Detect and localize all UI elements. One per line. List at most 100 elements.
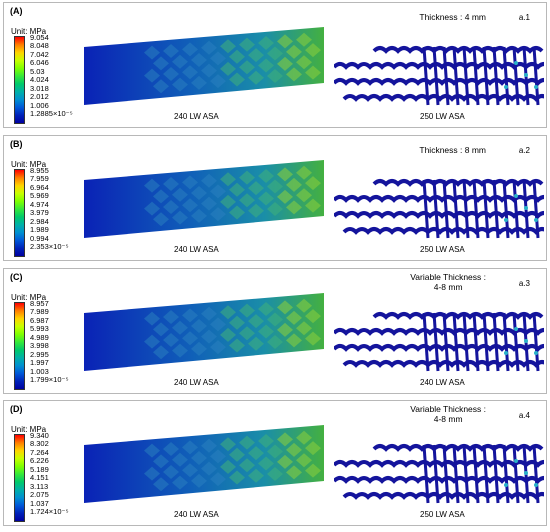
lattice-cell-shade [248,314,264,329]
lattice-cell-shade [210,472,226,487]
lattice-cell-shade [267,335,283,350]
lattice-cell-shade [182,331,198,346]
legend-value: 6.964 [30,182,49,192]
lattice-cell-shade [153,56,169,71]
lattice-cell-shade [277,34,293,49]
legend-value: 6.046 [30,58,49,68]
lattice-strut-vertical [442,312,450,372]
lattice-cell-shade [191,473,207,488]
lattice-strut-row [332,328,550,336]
lattice-cell-shade [296,188,312,203]
lattice-cell-shade [286,177,302,192]
lattice-cell-shade [201,63,217,78]
lattice-cell-shade [296,453,312,468]
lattice-cell-shade [267,444,283,459]
legend-value: 7.989 [30,307,49,317]
legend-values: 8.955 7.959 6.964 5.969 4.974 3.979 2.984 1.989… [30,166,69,252]
lattice-cell-shade [248,446,264,461]
lattice-cell-shade [191,53,207,68]
lattice-cell-shade [267,312,283,327]
lattice-stress-spot [514,61,518,65]
color-legend-bar [14,434,25,522]
legend-values: 8.957 7.989 6.987 5.993 4.989 3.998 2.995 1.997… [30,299,69,385]
lattice-cell-shade [286,200,302,215]
legend-value: 2.012 [30,92,49,102]
lattice-cell-shade [258,35,274,50]
lattice-cell-shade [258,456,274,471]
lattice-strut-vertical [482,179,490,239]
legend-value: 4.151 [30,473,49,483]
lattice-strut-row [342,94,550,102]
lattice-cell-shade [163,464,179,479]
lattice-cell-shade [210,74,226,89]
beam-stress-contour [82,423,327,509]
caption-right: 250 LW ASA [420,510,465,519]
lattice-image [332,179,550,239]
lattice-image [332,46,550,106]
lattice-strut-vertical [492,312,500,372]
lattice-cell-shade [248,70,264,85]
lattice-stress-spot [514,327,518,331]
lattice-strut-vertical [492,179,500,239]
lattice-cell-shade [172,343,188,358]
lattice-cell-shade [296,430,312,445]
legend-value: 1.724×10⁻⁵ [30,507,69,517]
legend-value: 7.264 [30,447,49,457]
lattice-strut-vertical [472,312,480,372]
lattice-cell-shade [305,65,321,80]
thickness-label: Variable Thickness :4-8 mm [410,404,486,424]
lattice-cell-shade [248,203,264,218]
lattice-strut-vertical [452,46,460,106]
legend-value: 1.989 [30,225,49,235]
lattice-strut-row [332,62,550,70]
lattice-cell-shade [277,454,293,469]
lattice-strut-row [372,179,544,187]
lattice-cell-shade [267,467,283,482]
lattice-strut-vertical [422,46,430,106]
lattice-cell-shade [220,194,236,209]
lattice-cell-shade [172,54,188,69]
legend-value: 5.03 [30,66,45,76]
lattice-cell-shade [191,341,207,356]
lattice-image [332,444,550,504]
lattice-cell-shade [220,327,236,342]
lattice-cell-shade [239,303,255,318]
lattice-cell-shade [286,44,302,59]
lattice-cell-shade [191,208,207,223]
lattice-cell-shade [172,77,188,92]
lattice-strut-vertical [462,444,470,504]
lattice-strut-vertical [442,444,450,504]
lattice-cell-shade [210,317,226,332]
lattice-strut-vertical [512,46,520,106]
lattice-strut-vertical [432,444,440,504]
lattice-stress-spot [524,471,528,475]
legend-value: 7.959 [30,174,49,184]
lattice-cell-shade [220,61,236,76]
lattice-cell-shade [220,459,236,474]
panel-a: (A) Unit: MPa 9.054 8.048 7.042 6.046 5.03 4.02… [3,2,550,128]
lattice-cell-shade [239,193,255,208]
legend-value: 2.353×10⁻⁵ [30,242,69,252]
lattice-strut-vertical [492,444,500,504]
beam-stress-contour [82,158,327,244]
lattice-cell-shade [296,32,312,47]
thickness-line: 4-8 mm [433,414,463,424]
unit-label: Unit: MPa [11,293,47,302]
panel-label: (A) [10,6,23,16]
lattice-cell-shade [248,468,264,483]
lattice-strut-row [332,195,550,203]
lattice-strut-vertical [482,444,490,504]
unit-label: Unit: MPa [11,160,47,169]
lattice-cell-shade [144,334,160,349]
legend-value: 7.042 [30,49,49,59]
lattice-cell-shade [153,322,169,337]
lattice-cell-shade [220,172,236,187]
lattice-cell-shade [305,331,321,346]
lattice-cell-shade [182,198,198,213]
thickness-label: Thickness : 4 mm [419,12,486,22]
lattice-strut-vertical [502,46,510,106]
lattice-cell-shade [239,458,255,473]
lattice-cell-shade [296,165,312,180]
lattice-cell-shade [182,42,198,57]
